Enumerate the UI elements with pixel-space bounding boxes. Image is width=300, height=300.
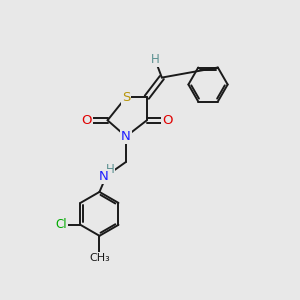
- Text: N: N: [99, 170, 109, 183]
- Text: H: H: [106, 164, 114, 176]
- Text: Cl: Cl: [55, 218, 67, 231]
- Text: N: N: [121, 130, 131, 143]
- Text: O: O: [162, 114, 173, 127]
- Text: O: O: [82, 114, 92, 127]
- Text: S: S: [122, 91, 130, 104]
- Text: CH₃: CH₃: [89, 253, 110, 263]
- Text: H: H: [151, 52, 159, 66]
